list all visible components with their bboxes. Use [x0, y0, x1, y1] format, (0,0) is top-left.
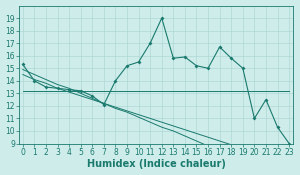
- X-axis label: Humidex (Indice chaleur): Humidex (Indice chaleur): [86, 159, 225, 169]
